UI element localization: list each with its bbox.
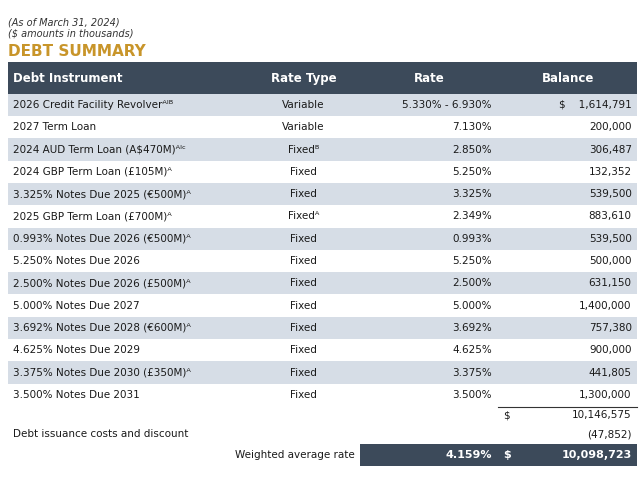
Text: 3.325% Notes Due 2025 (€500M)ᴬ: 3.325% Notes Due 2025 (€500M)ᴬ [13,189,191,199]
Text: 2.500%: 2.500% [452,278,492,288]
Text: Weighted average rate: Weighted average rate [235,450,355,460]
Text: 1,400,000: 1,400,000 [579,300,632,311]
Text: 2024 AUD Term Loan (A$470M)ᴬᴵᶜ: 2024 AUD Term Loan (A$470M)ᴬᴵᶜ [13,145,186,155]
Text: 900,000: 900,000 [589,345,632,355]
Text: 441,805: 441,805 [589,368,632,378]
Text: 5.330% - 6.930%: 5.330% - 6.930% [403,100,492,110]
Text: DEBT SUMMARY: DEBT SUMMARY [8,44,145,59]
Text: 3.375%: 3.375% [452,368,492,378]
Text: 539,500: 539,500 [589,189,632,199]
Text: 0.993% Notes Due 2026 (€500M)ᴬ: 0.993% Notes Due 2026 (€500M)ᴬ [13,234,191,244]
Text: 883,610: 883,610 [589,212,632,222]
Text: $: $ [504,450,511,460]
Text: 0.993%: 0.993% [452,234,492,244]
Text: Balance: Balance [541,71,594,85]
Text: Fixed: Fixed [290,390,317,400]
Text: 132,352: 132,352 [589,167,632,177]
Text: 631,150: 631,150 [589,278,632,288]
Text: 539,500: 539,500 [589,234,632,244]
Text: Fixedᴬ: Fixedᴬ [287,212,319,222]
Text: 2024 GBP Term Loan (£105M)ᴬ: 2024 GBP Term Loan (£105M)ᴬ [13,167,172,177]
Text: (As of March 31, 2024): (As of March 31, 2024) [8,17,119,27]
Text: Fixed: Fixed [290,368,317,378]
Text: 3.692%: 3.692% [452,323,492,333]
Text: 5.250%: 5.250% [452,167,492,177]
Text: 10,146,575: 10,146,575 [572,411,632,421]
Text: 757,380: 757,380 [589,323,632,333]
Text: 2026 Credit Facility Revolverᴬᴵᴮ: 2026 Credit Facility Revolverᴬᴵᴮ [13,100,173,110]
Text: 3.692% Notes Due 2028 (€600M)ᴬ: 3.692% Notes Due 2028 (€600M)ᴬ [13,323,191,333]
Text: 1,300,000: 1,300,000 [579,390,632,400]
Text: 2.500% Notes Due 2026 (£500M)ᴬ: 2.500% Notes Due 2026 (£500M)ᴬ [13,278,191,288]
Text: Rate: Rate [414,71,445,85]
Text: Fixed: Fixed [290,167,317,177]
Text: 200,000: 200,000 [589,122,632,132]
Text: $    1,614,791: $ 1,614,791 [559,100,632,110]
Text: 5.250%: 5.250% [452,256,492,266]
Text: Fixed: Fixed [290,256,317,266]
Text: 7.130%: 7.130% [452,122,492,132]
Text: $: $ [504,411,510,421]
Text: 2.349%: 2.349% [452,212,492,222]
Text: Fixed: Fixed [290,234,317,244]
Text: Variable: Variable [282,100,324,110]
Text: Fixed: Fixed [290,345,317,355]
Text: Variable: Variable [282,122,324,132]
Text: ($ amounts in thousands): ($ amounts in thousands) [8,29,133,39]
Text: 10,098,723: 10,098,723 [561,450,632,460]
Text: Rate Type: Rate Type [271,71,336,85]
Text: 4.159%: 4.159% [445,450,492,460]
Text: Debt Instrument: Debt Instrument [13,71,122,85]
Text: (47,852): (47,852) [587,430,632,440]
Text: 4.625%: 4.625% [452,345,492,355]
Text: 5.250% Notes Due 2026: 5.250% Notes Due 2026 [13,256,140,266]
Text: 2025 GBP Term Loan (£700M)ᴬ: 2025 GBP Term Loan (£700M)ᴬ [13,212,172,222]
Text: 3.325%: 3.325% [452,189,492,199]
Text: Fixed: Fixed [290,323,317,333]
Text: Fixed: Fixed [290,189,317,199]
Text: 3.500% Notes Due 2031: 3.500% Notes Due 2031 [13,390,140,400]
Text: Fixed: Fixed [290,300,317,311]
Text: 5.000%: 5.000% [452,300,492,311]
Text: 5.000% Notes Due 2027: 5.000% Notes Due 2027 [13,300,140,311]
Text: 4.625% Notes Due 2029: 4.625% Notes Due 2029 [13,345,140,355]
Text: 3.500%: 3.500% [452,390,492,400]
Text: Fixedᴮ: Fixedᴮ [287,145,319,155]
Text: 3.375% Notes Due 2030 (£350M)ᴬ: 3.375% Notes Due 2030 (£350M)ᴬ [13,368,191,378]
Text: 306,487: 306,487 [589,145,632,155]
Text: 2027 Term Loan: 2027 Term Loan [13,122,96,132]
Text: Debt issuance costs and discount: Debt issuance costs and discount [13,430,188,440]
Text: Fixed: Fixed [290,278,317,288]
Text: 2.850%: 2.850% [452,145,492,155]
Text: 500,000: 500,000 [589,256,632,266]
